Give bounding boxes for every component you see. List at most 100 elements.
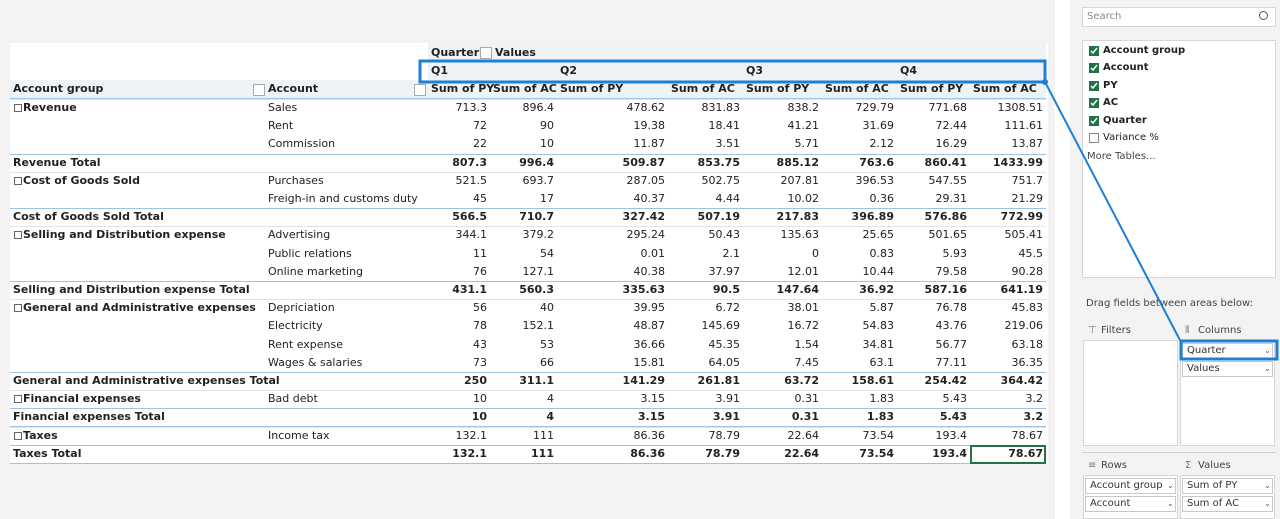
checkbox[interactable] [1089,80,1099,91]
header-bg [10,80,1046,99]
value-cell: 53 [540,337,554,351]
value-cell: 90 [540,119,554,133]
collapse-icon[interactable] [14,395,22,404]
value-cell: 7.45 [794,355,820,369]
value-cell: 158.61 [851,374,894,387]
value-cell: 78.79 [705,446,740,460]
collapse-icon[interactable] [14,176,22,185]
field-chip[interactable]: Quarter ⌄ [1182,343,1273,359]
account: Commission [268,137,336,151]
value-cell: 63.1 [869,355,895,369]
value-cell: 1.83 [869,392,895,406]
value-cell: 36.35 [1011,355,1044,369]
value-cell: 431.1 [452,283,487,296]
measure-label: Sum of AC [973,82,1037,95]
quarter-label: Q3 [746,64,764,77]
value-cell: 111.61 [1004,119,1044,133]
row-border [10,372,1046,373]
value-cell: 0.36 [869,192,895,205]
value-cell: 13.87 [1011,137,1044,151]
chip-arrow: ⌄ [1264,481,1271,490]
value-cell: 0.31 [794,392,820,406]
value-cell: 18.41 [708,119,741,133]
value-cell: 364.42 [1000,374,1043,387]
field-chip[interactable]: Sum of AC ⌄ [1182,495,1273,512]
account: Public relations [268,246,352,260]
value-cell: 587.16 [924,283,967,296]
value-cell: 831.83 [701,101,741,114]
account: Rent expense [268,337,344,351]
value-cell: 11.87 [633,137,666,151]
checkbox[interactable] [1089,98,1099,109]
search-box[interactable]: Search [1082,7,1276,27]
value-cell: 31.69 [862,119,895,133]
chip-arrow: ⌄ [1167,498,1174,508]
account: Wages & salaries [268,355,363,369]
value-cell: 78 [473,319,487,333]
field-chip[interactable]: Account ⌄ [1085,495,1176,512]
value-cell: 73.54 [859,446,894,460]
quarter-label: Q2 [560,64,578,77]
value-cell: 34.81 [862,337,895,351]
value-cell: 250 [464,374,487,387]
area-icon: Σ [1185,460,1192,471]
value-cell: 50.43 [708,228,741,242]
value-cell: 29.31 [935,192,968,205]
field-label: AC [1103,97,1119,109]
drop-area [1083,340,1178,446]
value-cell: 25.65 [862,228,895,242]
header-label: Quarter [431,46,480,59]
checkbox[interactable] [1089,63,1099,74]
measure-label: Sum of AC [671,82,735,95]
value-cell: 193.4 [932,446,967,460]
account-group: General and Administrative expenses [23,301,256,315]
value-cell: 36.92 [859,283,894,296]
field-chip[interactable]: Account group ⌄ [1085,478,1176,494]
value-cell: 22.64 [784,446,819,460]
value-cell: 90.5 [712,283,740,296]
dropdown[interactable] [480,47,492,59]
value-cell: 547.55 [928,173,968,187]
value-cell: 3.51 [715,137,741,151]
checkbox[interactable] [1089,115,1099,126]
value-cell: 0 [812,246,819,260]
value-cell: 10 [471,410,487,424]
collapse-icon[interactable] [14,231,22,240]
row-border [10,426,1046,428]
selected-cell[interactable] [970,444,1046,464]
account-group: Financial expenses [23,392,141,406]
collapse-icon[interactable] [14,431,22,440]
value-cell: 5.87 [869,301,895,315]
quarter-label: Q1 [431,64,449,77]
value-cell: 64.05 [708,355,741,369]
account-group: Taxes Total [13,446,82,460]
dropdown[interactable] [414,84,426,96]
field-label: Account group [1103,45,1186,56]
value-cell: 771.68 [928,101,968,114]
row-border [10,462,1046,464]
value-cell: 751.7 [1011,173,1044,187]
value-cell: 3.2 [1023,410,1044,424]
checkbox[interactable] [1089,46,1099,56]
value-cell: 63.72 [784,374,819,387]
field-chip[interactable]: Sum of PY ⌄ [1182,478,1273,494]
value-cell: 853.75 [697,155,740,169]
value-cell: 1.83 [866,410,894,424]
header-label: Values [495,46,536,59]
account-group: Taxes [23,428,58,442]
value-cell: 2.12 [869,137,895,151]
link[interactable]: More Tables... [1087,151,1156,162]
value-cell: 193.4 [935,428,968,442]
collapse-icon[interactable] [14,104,22,112]
field-chip[interactable]: Values ⌄ [1182,360,1273,377]
account: Bad debt [268,392,318,406]
value-cell: 54.83 [862,319,895,333]
dropdown[interactable] [253,84,265,96]
value-cell: 1433.99 [992,155,1043,169]
checkbox[interactable] [1089,133,1099,143]
field-label: Variance % [1103,132,1159,143]
value-cell: 10 [473,392,487,406]
value-cell: 3.91 [712,410,740,424]
collapse-icon[interactable] [14,304,22,313]
